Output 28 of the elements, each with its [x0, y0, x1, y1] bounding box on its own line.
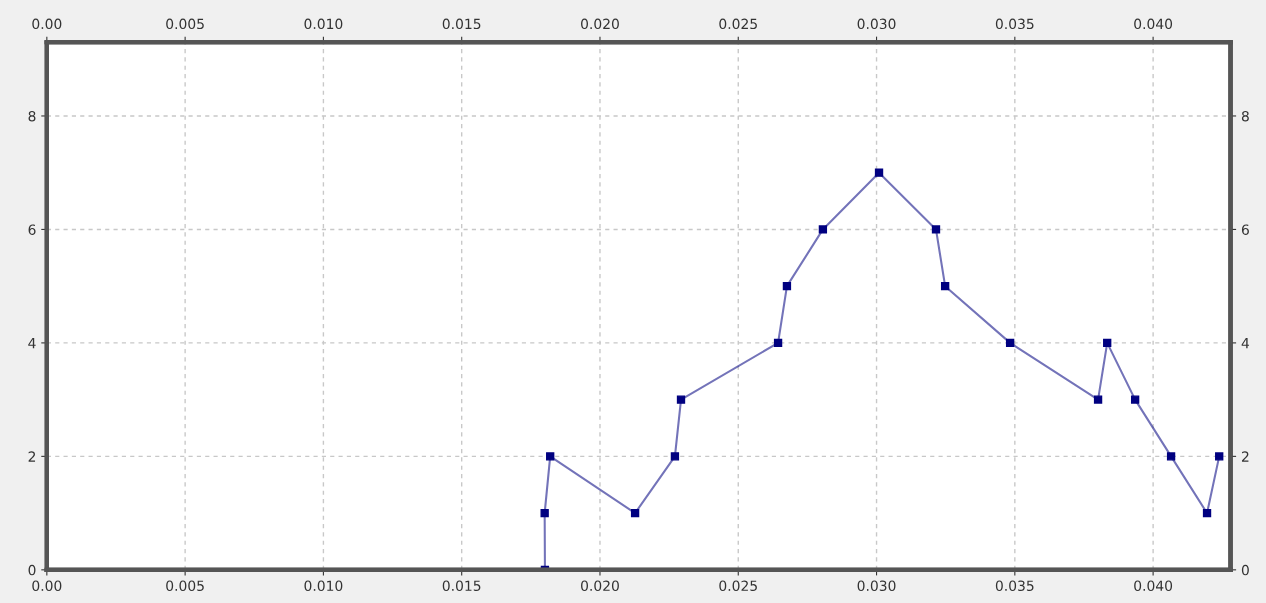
x2-tick-label: 0.010 [304, 18, 343, 30]
x2-tick-label: 0.025 [719, 18, 757, 30]
y2-tick-label: 6 [1241, 224, 1249, 235]
x-tick-label: 0.020 [581, 580, 619, 591]
x-tick-label: 0.030 [857, 580, 896, 591]
y2-tick-label: 2 [1241, 451, 1249, 462]
x2-tick-label: 0.035 [995, 18, 1034, 30]
x-tick-label: 0.025 [719, 580, 757, 591]
x-tick-label: 0.010 [304, 580, 343, 591]
y-tick-label: 8 [28, 110, 36, 122]
x-tick-label: 0.035 [995, 580, 1034, 591]
y-tick-label: 6 [28, 224, 36, 235]
x-tick-label: 0.040 [1134, 580, 1173, 591]
x2-tick-label: 0.020 [581, 18, 619, 30]
x2-tick-label: 0.005 [166, 18, 204, 30]
x2-tick-label: 0.030 [857, 18, 896, 30]
x2-tick-label: 0.015 [442, 18, 481, 30]
x2-tick-label: 0.040 [1134, 18, 1173, 30]
y-tick-label: 4 [28, 338, 36, 349]
x2-tick-label: 0.00 [32, 18, 62, 30]
y2-tick-label: 0 [1241, 564, 1249, 576]
y2-tick-label: 4 [1241, 338, 1250, 349]
x-tick-label: 0.015 [442, 580, 481, 591]
x-tick-label: 0.005 [166, 580, 204, 591]
y2-tick-label: 8 [1241, 110, 1249, 122]
x-tick-label: 0.00 [32, 580, 62, 591]
y-tick-label: 2 [28, 451, 36, 462]
y-tick-label: 0 [28, 564, 36, 576]
